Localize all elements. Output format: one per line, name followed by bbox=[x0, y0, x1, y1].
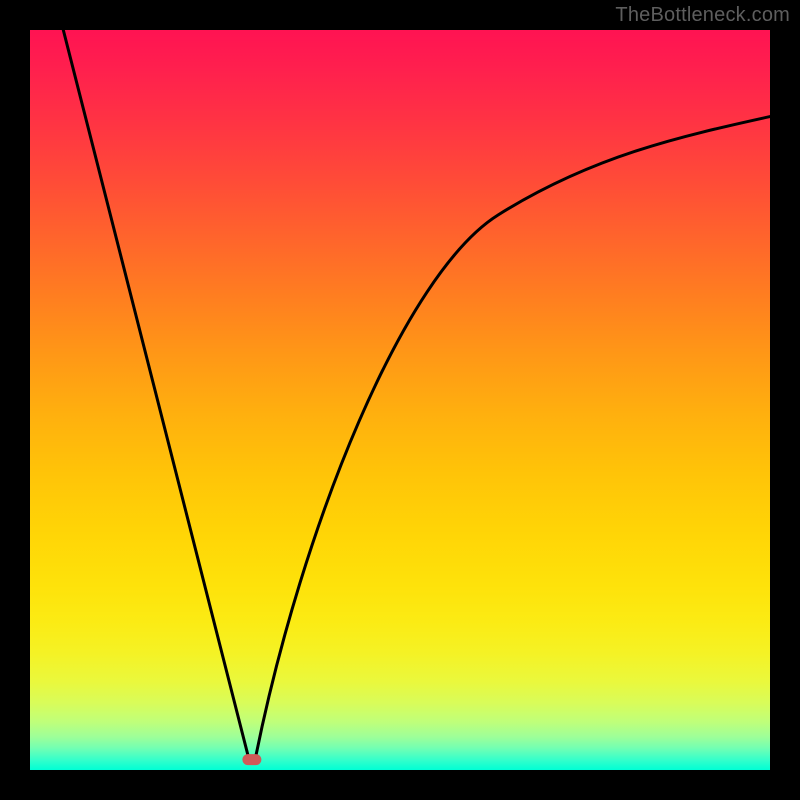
bottleneck-curve bbox=[63, 30, 770, 757]
plot-area bbox=[30, 30, 770, 770]
chart-container: TheBottleneck.com bbox=[0, 0, 800, 800]
optimum-marker bbox=[242, 754, 261, 766]
curve-svg bbox=[30, 30, 770, 770]
watermark-text: TheBottleneck.com bbox=[615, 4, 790, 27]
